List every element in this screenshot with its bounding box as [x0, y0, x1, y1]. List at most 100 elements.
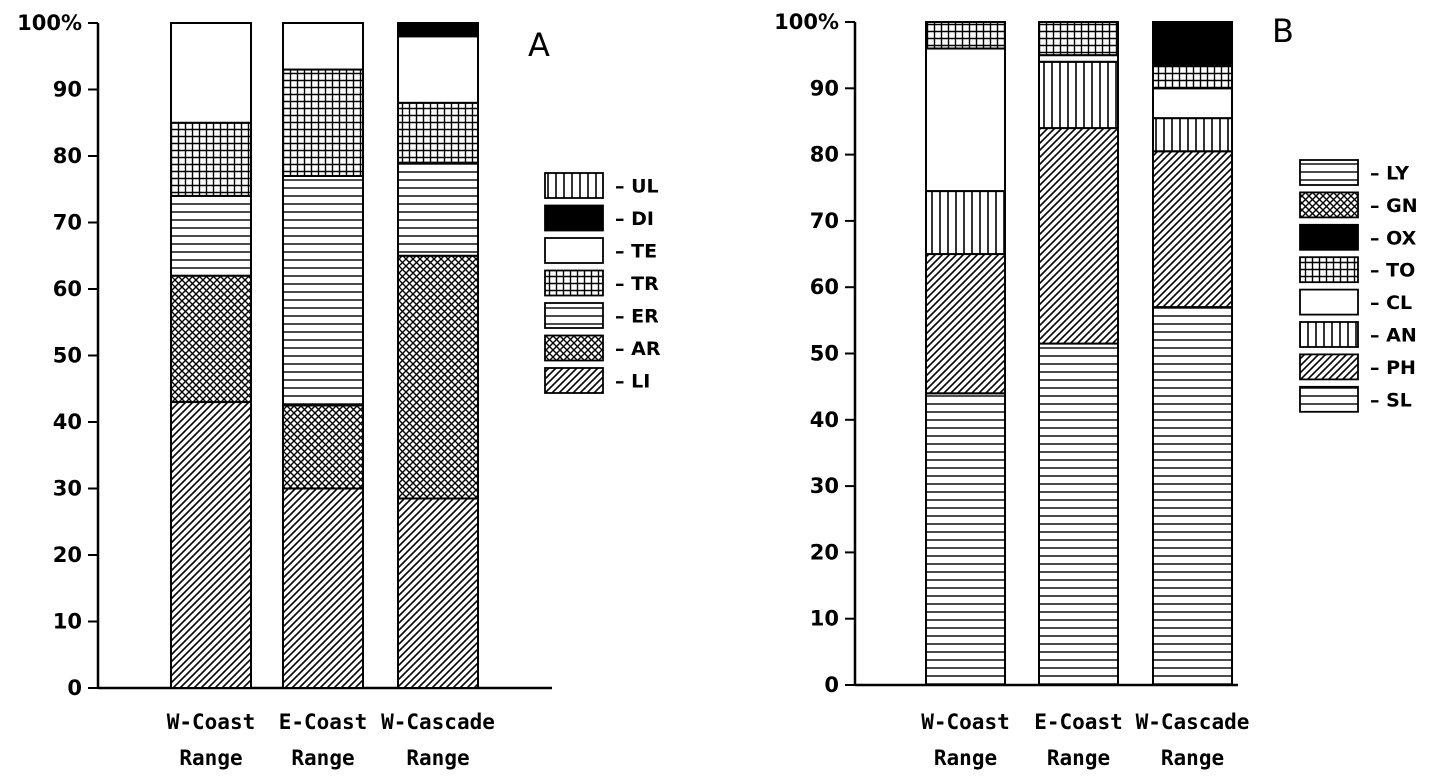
legend-swatch-er [544, 302, 604, 329]
x-category-label-line2: Range [291, 746, 354, 770]
y-tick-label: 50 [53, 344, 82, 368]
legend-label-cl: – CL [1370, 292, 1412, 314]
bar-segment-te [170, 22, 252, 124]
y-tick-label: 20 [810, 540, 839, 564]
bar-segment-er [170, 194, 252, 277]
bar-segment-ar [397, 254, 479, 500]
legend-swatch-tr [544, 269, 604, 297]
bar-segment-cl [925, 47, 1006, 193]
bar-segment-ph [1152, 150, 1233, 309]
bar-segment-li [397, 497, 479, 689]
y-tick-label: 10 [810, 607, 839, 631]
legend-label-gn: – GN [1370, 195, 1418, 217]
legend-swatch-cl [1299, 288, 1359, 316]
legend-label-ph: – PH [1370, 357, 1416, 379]
bar-segment-an [1152, 117, 1233, 153]
x-category-label: W-Cascade [1136, 710, 1250, 734]
legend-label-ul: – UL [615, 176, 659, 198]
chart-panel-a: 0 10 20 30 40 50 60 70 80 90 100% W-Coast Range E-Coa… [17, 11, 661, 770]
bar-segment-tr [282, 68, 364, 177]
legend-label-tr: – TR [615, 273, 659, 295]
y-tick-label: 0 [824, 673, 839, 697]
legend-swatch-gn [1299, 191, 1359, 219]
bar-segment-tr [397, 101, 479, 164]
bar-segment-tr [170, 121, 252, 197]
x-category-label-line2: Range [1047, 746, 1110, 770]
bar-segment-to [1038, 21, 1119, 57]
x-category-label-line2: Range [934, 746, 997, 770]
y-tick-label: 30 [53, 477, 82, 501]
y-tick-label: 80 [810, 143, 839, 167]
x-category-label: W-Coast [921, 710, 1010, 734]
y-tick-label: 60 [810, 275, 839, 299]
y-tick-label: 20 [53, 543, 82, 567]
bar-segment-te [282, 22, 364, 71]
y-tick-label: 40 [53, 410, 82, 434]
bar-segment-ph [1038, 127, 1119, 345]
y-tick-label: 60 [53, 277, 82, 301]
y-tick-label: 90 [810, 76, 839, 100]
bar-segment-ar [282, 404, 364, 490]
bar-segment-ar [170, 274, 252, 404]
x-category-label-line2: Range [406, 746, 469, 770]
bar-segment-an [1038, 60, 1119, 130]
legend-label-an: – AN [1370, 325, 1417, 347]
legend-swatch-sl [1299, 385, 1359, 413]
y-tick-label: 30 [810, 474, 839, 498]
x-category-label: E-Coast [1034, 710, 1123, 734]
bar-segment-er [282, 174, 364, 407]
y-tick-label: 90 [53, 78, 82, 102]
legend-a: – UL – DI – TE – TR – ER – AR – LI [544, 172, 661, 394]
bar-segment-sl [925, 392, 1006, 686]
y-tick-label: 40 [810, 408, 839, 432]
bar-segment-to [1152, 64, 1233, 90]
legend-swatch-ox [1299, 223, 1359, 251]
y-tick-label: 10 [53, 610, 82, 634]
chart-panel-b: 0 10 20 30 40 50 60 70 80 90 100% W-Coast Range E-Coa… [774, 10, 1418, 770]
x-category-label: E-Coast [279, 710, 368, 734]
bar-segment-an [925, 190, 1006, 256]
y-tick-label: 100% [774, 10, 839, 34]
legend-label-li: – LI [615, 371, 650, 393]
y-tick-label: 0 [67, 676, 82, 700]
bar-segment-sl [1152, 306, 1233, 686]
legend-b: – LY – GN – OX – TO – CL – AN – PH – SL [1299, 159, 1418, 413]
bar-segment-to [925, 21, 1006, 50]
bar-segment-li [282, 487, 364, 689]
y-tick-label: 50 [810, 342, 839, 366]
y-tick-label: 100% [17, 11, 82, 35]
x-category-label-line2: Range [179, 746, 242, 770]
y-tick-label: 70 [810, 209, 839, 233]
legend-swatch-ul [544, 172, 604, 199]
legend-label-ox: – OX [1370, 227, 1417, 249]
legend-label-ar: – AR [615, 338, 661, 360]
legend-label-sl: – SL [1370, 389, 1412, 411]
panel-label-b: B [1272, 12, 1294, 50]
bar-segment-ox [1152, 21, 1233, 67]
legend-swatch-ph [1299, 353, 1359, 381]
legend-swatch-di [544, 204, 604, 232]
legend-swatch-te [544, 237, 604, 264]
legend-label-te: – TE [615, 241, 657, 263]
bar-segment-te [397, 35, 479, 104]
legend-swatch-ar [544, 334, 604, 362]
x-category-label: W-Coast [167, 710, 256, 734]
bar-segment-sl [1038, 342, 1119, 686]
x-category-label-line2: Range [1161, 746, 1224, 770]
bar-segment-er [397, 161, 479, 257]
bar-segment-cl [1152, 87, 1233, 120]
bar-segment-di [397, 22, 479, 38]
y-tick-label: 70 [53, 211, 82, 235]
legend-swatch-to [1299, 256, 1359, 284]
bar-segment-li [170, 401, 252, 689]
legend-label-di: – DI [615, 208, 654, 230]
bar-segment-ph [925, 253, 1006, 395]
legend-swatch-li [544, 367, 604, 394]
legend-label-er: – ER [615, 306, 659, 328]
panel-label-a: A [528, 26, 550, 64]
legend-swatch-an [1299, 321, 1359, 348]
legend-swatch-ly [1299, 159, 1359, 186]
legend-label-ly: – LY [1370, 163, 1409, 185]
y-tick-label: 80 [53, 144, 82, 168]
